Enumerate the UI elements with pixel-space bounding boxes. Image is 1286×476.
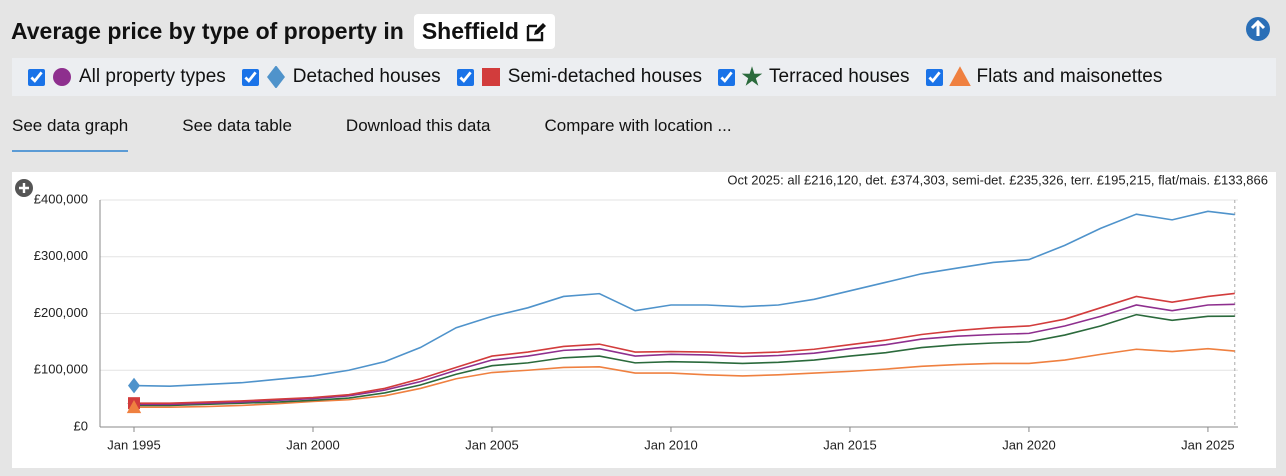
legend-label: Flats and maisonettes [976,66,1163,87]
header: Average price by type of property in She… [11,14,555,49]
tab[interactable]: See data graph [12,116,129,152]
legend-label: Detached houses [292,66,441,87]
legend-marker [741,66,763,86]
y-tick-label: £100,000 [34,362,88,377]
x-tick-label: Jan 2000 [286,437,340,452]
series-line [134,313,1235,407]
legend-label: All property types [79,66,226,87]
x-tick-label: Jan 2010 [644,437,698,452]
legend-marker [481,68,500,86]
tab[interactable]: Download this data [345,116,491,135]
y-tick-label: £300,000 [34,248,88,263]
zoom-button[interactable] [15,179,33,197]
legend: All property types Detached houses Semi-de… [12,58,1276,96]
legend-marker [266,66,285,88]
tabs: See data graph See data table Download thi… [12,116,786,152]
legend-label: Semi-detached houses [507,66,703,87]
edit-icon [526,22,546,41]
x-tick-label: Jan 2005 [465,437,519,452]
title: Average price by type of property in [11,18,404,44]
zoom-plus [19,183,29,193]
legend-symbol [53,68,71,86]
legend-checkbox[interactable] [718,68,736,86]
legend-item: Terraced houses [718,66,910,88]
legend-symbol [948,66,971,86]
location: Sheffield [421,18,519,44]
chart: Oct 2025: all £216,120, det. £374,303, s… [12,172,1276,468]
legend-symbol [741,66,763,86]
y-tick-label: £200,000 [34,305,88,320]
tab[interactable]: See data table [182,116,292,135]
annotation: Oct 2025: all £216,120, det. £374,303, s… [727,172,1268,187]
legend-checkbox[interactable] [241,68,259,86]
legend-marker [948,66,971,86]
legend-item: All property types [28,66,226,88]
y-tick-label: £0 [74,418,88,433]
series-line [134,303,1235,406]
legend-item: Detached houses [241,66,441,88]
location-selector[interactable]: Sheffield [413,14,555,49]
x-tick-label: Jan 1995 [107,437,161,452]
series-start-marker [126,399,142,414]
scroll-top-button[interactable] [1246,17,1270,41]
tab[interactable]: Compare with location ... [544,116,732,135]
legend-symbol [266,66,285,88]
legend-label: Terraced houses [769,66,910,87]
legend-checkbox[interactable] [925,68,943,86]
legend-symbol [481,68,500,86]
series-line [134,347,1235,408]
legend-checkbox[interactable] [456,68,474,86]
x-tick-label: Jan 2020 [1002,437,1056,452]
legend-checkbox[interactable] [28,68,45,86]
x-tick-label: Jan 2025 [1181,437,1235,452]
legend-item: Flats and maisonettes [925,66,1163,88]
legend-item: Semi-detached houses [456,66,703,88]
series-line [134,292,1235,404]
x-tick-label: Jan 2015 [823,437,877,452]
legend-marker [53,68,71,86]
y-tick-label: £400,000 [34,191,88,206]
series-line [133,210,1235,387]
series-start-marker [128,377,141,394]
